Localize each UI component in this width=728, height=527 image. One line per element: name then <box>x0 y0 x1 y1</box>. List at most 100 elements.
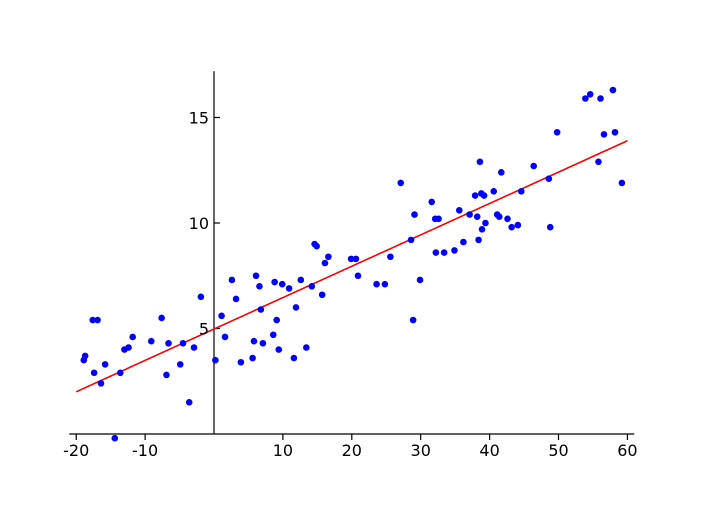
data-point <box>237 358 245 366</box>
data-point <box>440 249 448 256</box>
data-point <box>221 333 229 341</box>
data-point <box>352 255 360 263</box>
data-point <box>197 293 205 301</box>
data-point <box>498 169 505 176</box>
data-point <box>545 175 553 182</box>
data-point <box>609 86 617 94</box>
data-point <box>476 158 484 166</box>
data-point <box>473 213 481 220</box>
axes <box>69 71 635 440</box>
data-point <box>165 339 172 347</box>
x-tick-label: 10 <box>273 441 293 460</box>
data-point <box>381 280 389 288</box>
data-point <box>455 207 463 214</box>
data-point <box>232 295 240 303</box>
data-point <box>252 272 260 280</box>
y-tick-label: 5 <box>199 320 209 339</box>
data-point <box>90 369 98 377</box>
x-tick-label: 30 <box>411 441 431 460</box>
data-point <box>97 380 105 387</box>
data-point <box>269 331 277 339</box>
data-point <box>163 371 170 379</box>
data-points <box>80 86 626 442</box>
data-point <box>460 238 467 246</box>
data-point <box>285 285 293 292</box>
data-point <box>218 312 225 320</box>
data-point <box>303 344 310 351</box>
data-point <box>347 255 355 263</box>
data-point <box>504 215 511 223</box>
data-point <box>611 128 619 136</box>
data-point <box>416 276 424 284</box>
data-point <box>495 213 503 220</box>
data-point <box>129 333 136 341</box>
data-point <box>271 278 278 286</box>
x-tick-label: 50 <box>548 441 568 460</box>
data-point <box>517 188 525 195</box>
data-point <box>490 188 498 195</box>
data-point <box>409 316 417 324</box>
data-point <box>387 253 394 261</box>
data-point <box>212 356 219 364</box>
data-point <box>257 306 265 313</box>
data-point <box>313 242 320 250</box>
data-point <box>595 158 602 166</box>
data-point <box>228 276 236 284</box>
data-point <box>256 283 263 290</box>
data-point <box>582 95 589 102</box>
data-point <box>125 344 132 351</box>
y-tick-label: 10 <box>189 214 209 233</box>
x-tick-label: -20 <box>63 441 89 460</box>
data-point <box>451 247 458 254</box>
data-point <box>290 354 298 362</box>
data-point <box>478 226 486 233</box>
data-point <box>471 192 479 199</box>
data-point <box>354 272 362 280</box>
data-point <box>597 95 604 102</box>
data-point <box>553 128 561 136</box>
data-point <box>94 316 101 324</box>
regression-line <box>75 139 628 393</box>
data-point <box>373 280 380 288</box>
x-tick-label: 60 <box>617 441 637 460</box>
x-tick-label: -10 <box>132 441 158 460</box>
data-point <box>530 162 537 170</box>
data-point <box>101 361 109 368</box>
data-point <box>600 131 608 138</box>
data-point <box>158 314 165 322</box>
data-point <box>482 219 489 227</box>
data-point <box>249 354 256 362</box>
data-point <box>397 179 405 187</box>
data-point <box>466 211 473 218</box>
data-point <box>259 339 267 347</box>
y-tick-label: 15 <box>189 109 209 128</box>
tick-labels: -20 -10 10 20 30 40 50 60 5 10 15 <box>63 109 637 461</box>
x-tick-label: 40 <box>479 441 499 460</box>
data-point <box>475 236 482 244</box>
data-point <box>176 361 184 368</box>
data-point <box>428 198 436 206</box>
data-point <box>586 90 594 98</box>
data-point <box>185 399 193 406</box>
data-point <box>275 346 283 353</box>
data-point <box>321 259 329 267</box>
data-point <box>546 223 554 231</box>
regression-line-layer <box>75 139 628 393</box>
data-point <box>508 223 515 231</box>
data-point <box>318 291 326 299</box>
data-point <box>278 280 286 288</box>
data-point <box>297 276 305 284</box>
data-point <box>81 352 89 360</box>
data-point <box>250 337 258 345</box>
data-point <box>407 236 415 244</box>
data-point <box>308 283 316 290</box>
data-point <box>273 316 280 324</box>
x-tick-label: 20 <box>342 441 362 460</box>
data-point <box>435 215 442 223</box>
data-point <box>116 369 124 377</box>
data-point <box>325 253 332 261</box>
data-point <box>432 249 440 256</box>
data-point <box>480 192 488 199</box>
